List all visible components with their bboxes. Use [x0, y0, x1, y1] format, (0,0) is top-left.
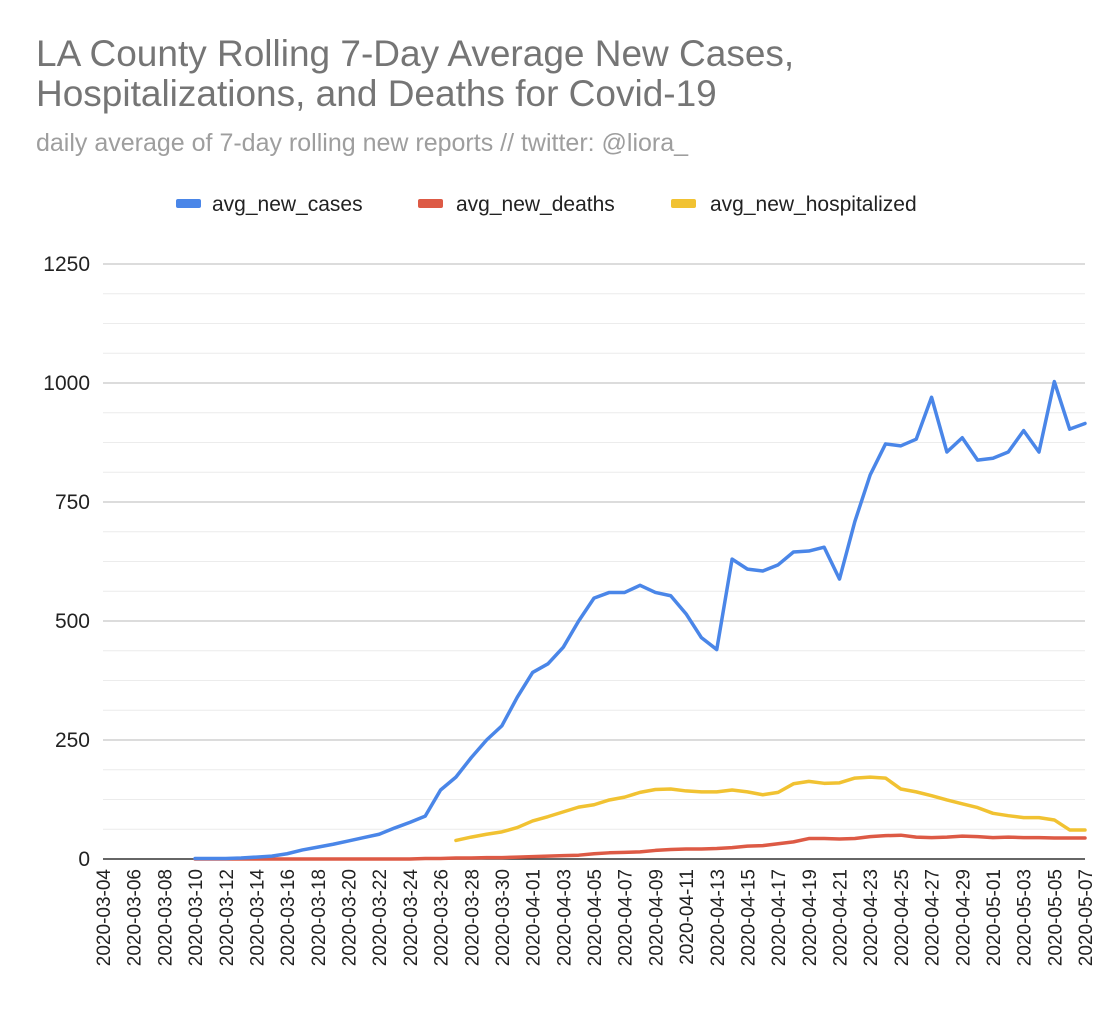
x-tick-label: 2020-04-27: [923, 869, 944, 966]
y-tick-label: 750: [55, 491, 90, 514]
x-tick-label: 2020-04-19: [800, 869, 821, 966]
x-tick-label: 2020-04-01: [524, 869, 545, 966]
legend: avg_new_cases avg_new_deaths avg_new_hospi…: [176, 193, 917, 216]
x-tick-label: 2020-04-03: [554, 869, 575, 966]
x-tick-label: 2020-03-20: [340, 869, 361, 966]
grid: [103, 263, 1085, 860]
legend-swatch-avg-new-cases: [176, 199, 201, 208]
x-tick-label: 2020-03-06: [125, 869, 146, 966]
x-tick-label: 2020-05-05: [1045, 869, 1066, 966]
x-tick-label: 2020-04-05: [585, 869, 606, 966]
x-axis: 2020-03-04 2020-03-06 2020-03-08 2020-03-10…: [94, 869, 1097, 967]
x-tick-label: 2020-04-15: [738, 869, 759, 966]
x-tick-label: 2020-03-18: [309, 869, 330, 966]
series-line-avg-new-deaths: [193, 833, 1087, 861]
x-tick-label: 2020-03-14: [247, 869, 268, 967]
x-tick-label: 2020-03-08: [155, 869, 176, 966]
x-tick-label: 2020-03-16: [278, 869, 299, 966]
legend-swatch-avg-new-hospitalized: [671, 199, 696, 208]
x-tick-label: 2020-04-17: [769, 869, 790, 966]
y-axis: 0 250 500 750 1000 1250: [43, 253, 90, 871]
x-tick-label: 2020-04-25: [892, 869, 913, 966]
x-tick-label: 2020-04-09: [646, 869, 667, 966]
x-tick-label: 2020-04-21: [831, 869, 852, 966]
x-tick-label: 2020-03-22: [370, 869, 391, 966]
series-line-avg-new-cases: [193, 379, 1087, 861]
y-tick-label: 250: [55, 729, 90, 752]
x-tick-label: 2020-04-13: [708, 869, 729, 966]
chart-title-line2: Hospitalizations, and Deaths for Covid-1…: [36, 73, 717, 114]
y-tick-label: 1000: [43, 372, 90, 395]
x-tick-label: 2020-03-24: [401, 869, 422, 967]
x-tick-label: 2020-03-10: [186, 869, 207, 966]
y-tick-label: 1250: [43, 253, 90, 276]
series-group: [193, 379, 1087, 861]
x-tick-label: 2020-03-28: [462, 869, 483, 966]
legend-label-avg-new-hospitalized: avg_new_hospitalized: [710, 193, 917, 216]
x-tick-label: 2020-03-04: [94, 869, 115, 967]
y-tick-label: 0: [78, 848, 90, 871]
legend-label-avg-new-deaths: avg_new_deaths: [456, 193, 615, 216]
x-tick-label: 2020-04-23: [861, 869, 882, 966]
chart-title: LA County Rolling 7-Day Average New Case…: [36, 33, 794, 74]
x-tick-label: 2020-03-12: [217, 869, 238, 966]
x-tick-label: 2020-03-30: [493, 869, 514, 966]
y-tick-label: 500: [55, 610, 90, 633]
chart-subtitle: daily average of 7-day rolling new repor…: [36, 129, 689, 157]
x-tick-label: 2020-03-26: [432, 869, 453, 966]
x-tick-label: 2020-05-03: [1015, 869, 1036, 966]
legend-label-avg-new-cases: avg_new_cases: [212, 193, 363, 216]
x-tick-label: 2020-04-29: [953, 869, 974, 966]
x-tick-label: 2020-05-07: [1076, 869, 1097, 966]
series-line-avg-new-hospitalized: [454, 775, 1087, 843]
x-tick-label: 2020-04-11: [677, 869, 698, 965]
x-tick-label: 2020-05-01: [984, 869, 1005, 966]
legend-swatch-avg-new-deaths: [418, 199, 443, 208]
x-tick-label: 2020-04-07: [616, 869, 637, 966]
